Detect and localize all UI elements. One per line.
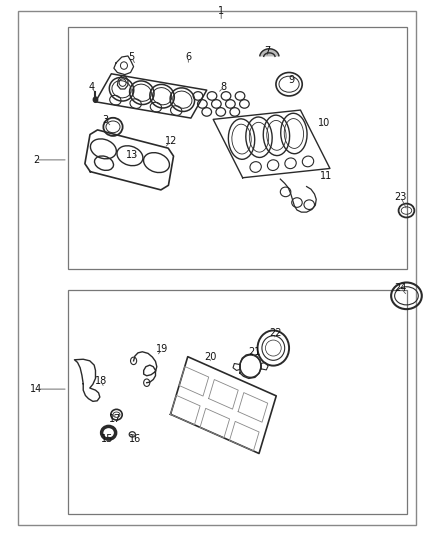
Bar bbox=[68, 27, 407, 269]
Text: 18: 18 bbox=[95, 376, 107, 386]
Text: 4: 4 bbox=[89, 83, 95, 92]
Text: 10: 10 bbox=[318, 118, 330, 127]
Circle shape bbox=[93, 97, 98, 102]
Text: 9: 9 bbox=[288, 75, 294, 85]
Text: 22: 22 bbox=[270, 328, 282, 338]
Text: 11: 11 bbox=[320, 171, 332, 181]
Bar bbox=[68, 290, 407, 514]
Text: 14: 14 bbox=[30, 384, 42, 394]
Text: 16: 16 bbox=[129, 434, 141, 444]
Text: 7: 7 bbox=[264, 46, 270, 55]
Text: 17: 17 bbox=[109, 415, 121, 424]
Text: 8: 8 bbox=[220, 83, 226, 92]
Text: 2: 2 bbox=[33, 155, 39, 165]
Text: 20: 20 bbox=[204, 352, 216, 362]
Text: 19: 19 bbox=[156, 344, 168, 354]
Text: 1: 1 bbox=[218, 6, 224, 16]
Polygon shape bbox=[260, 49, 279, 56]
Text: 12: 12 bbox=[165, 136, 177, 146]
Text: 24: 24 bbox=[395, 283, 407, 293]
Text: 13: 13 bbox=[126, 150, 138, 159]
Text: 5: 5 bbox=[128, 52, 134, 62]
Text: 3: 3 bbox=[102, 115, 108, 125]
Text: 15: 15 bbox=[101, 434, 113, 444]
Text: 21: 21 bbox=[248, 347, 260, 357]
Text: 23: 23 bbox=[395, 192, 407, 202]
Text: 6: 6 bbox=[185, 52, 191, 62]
